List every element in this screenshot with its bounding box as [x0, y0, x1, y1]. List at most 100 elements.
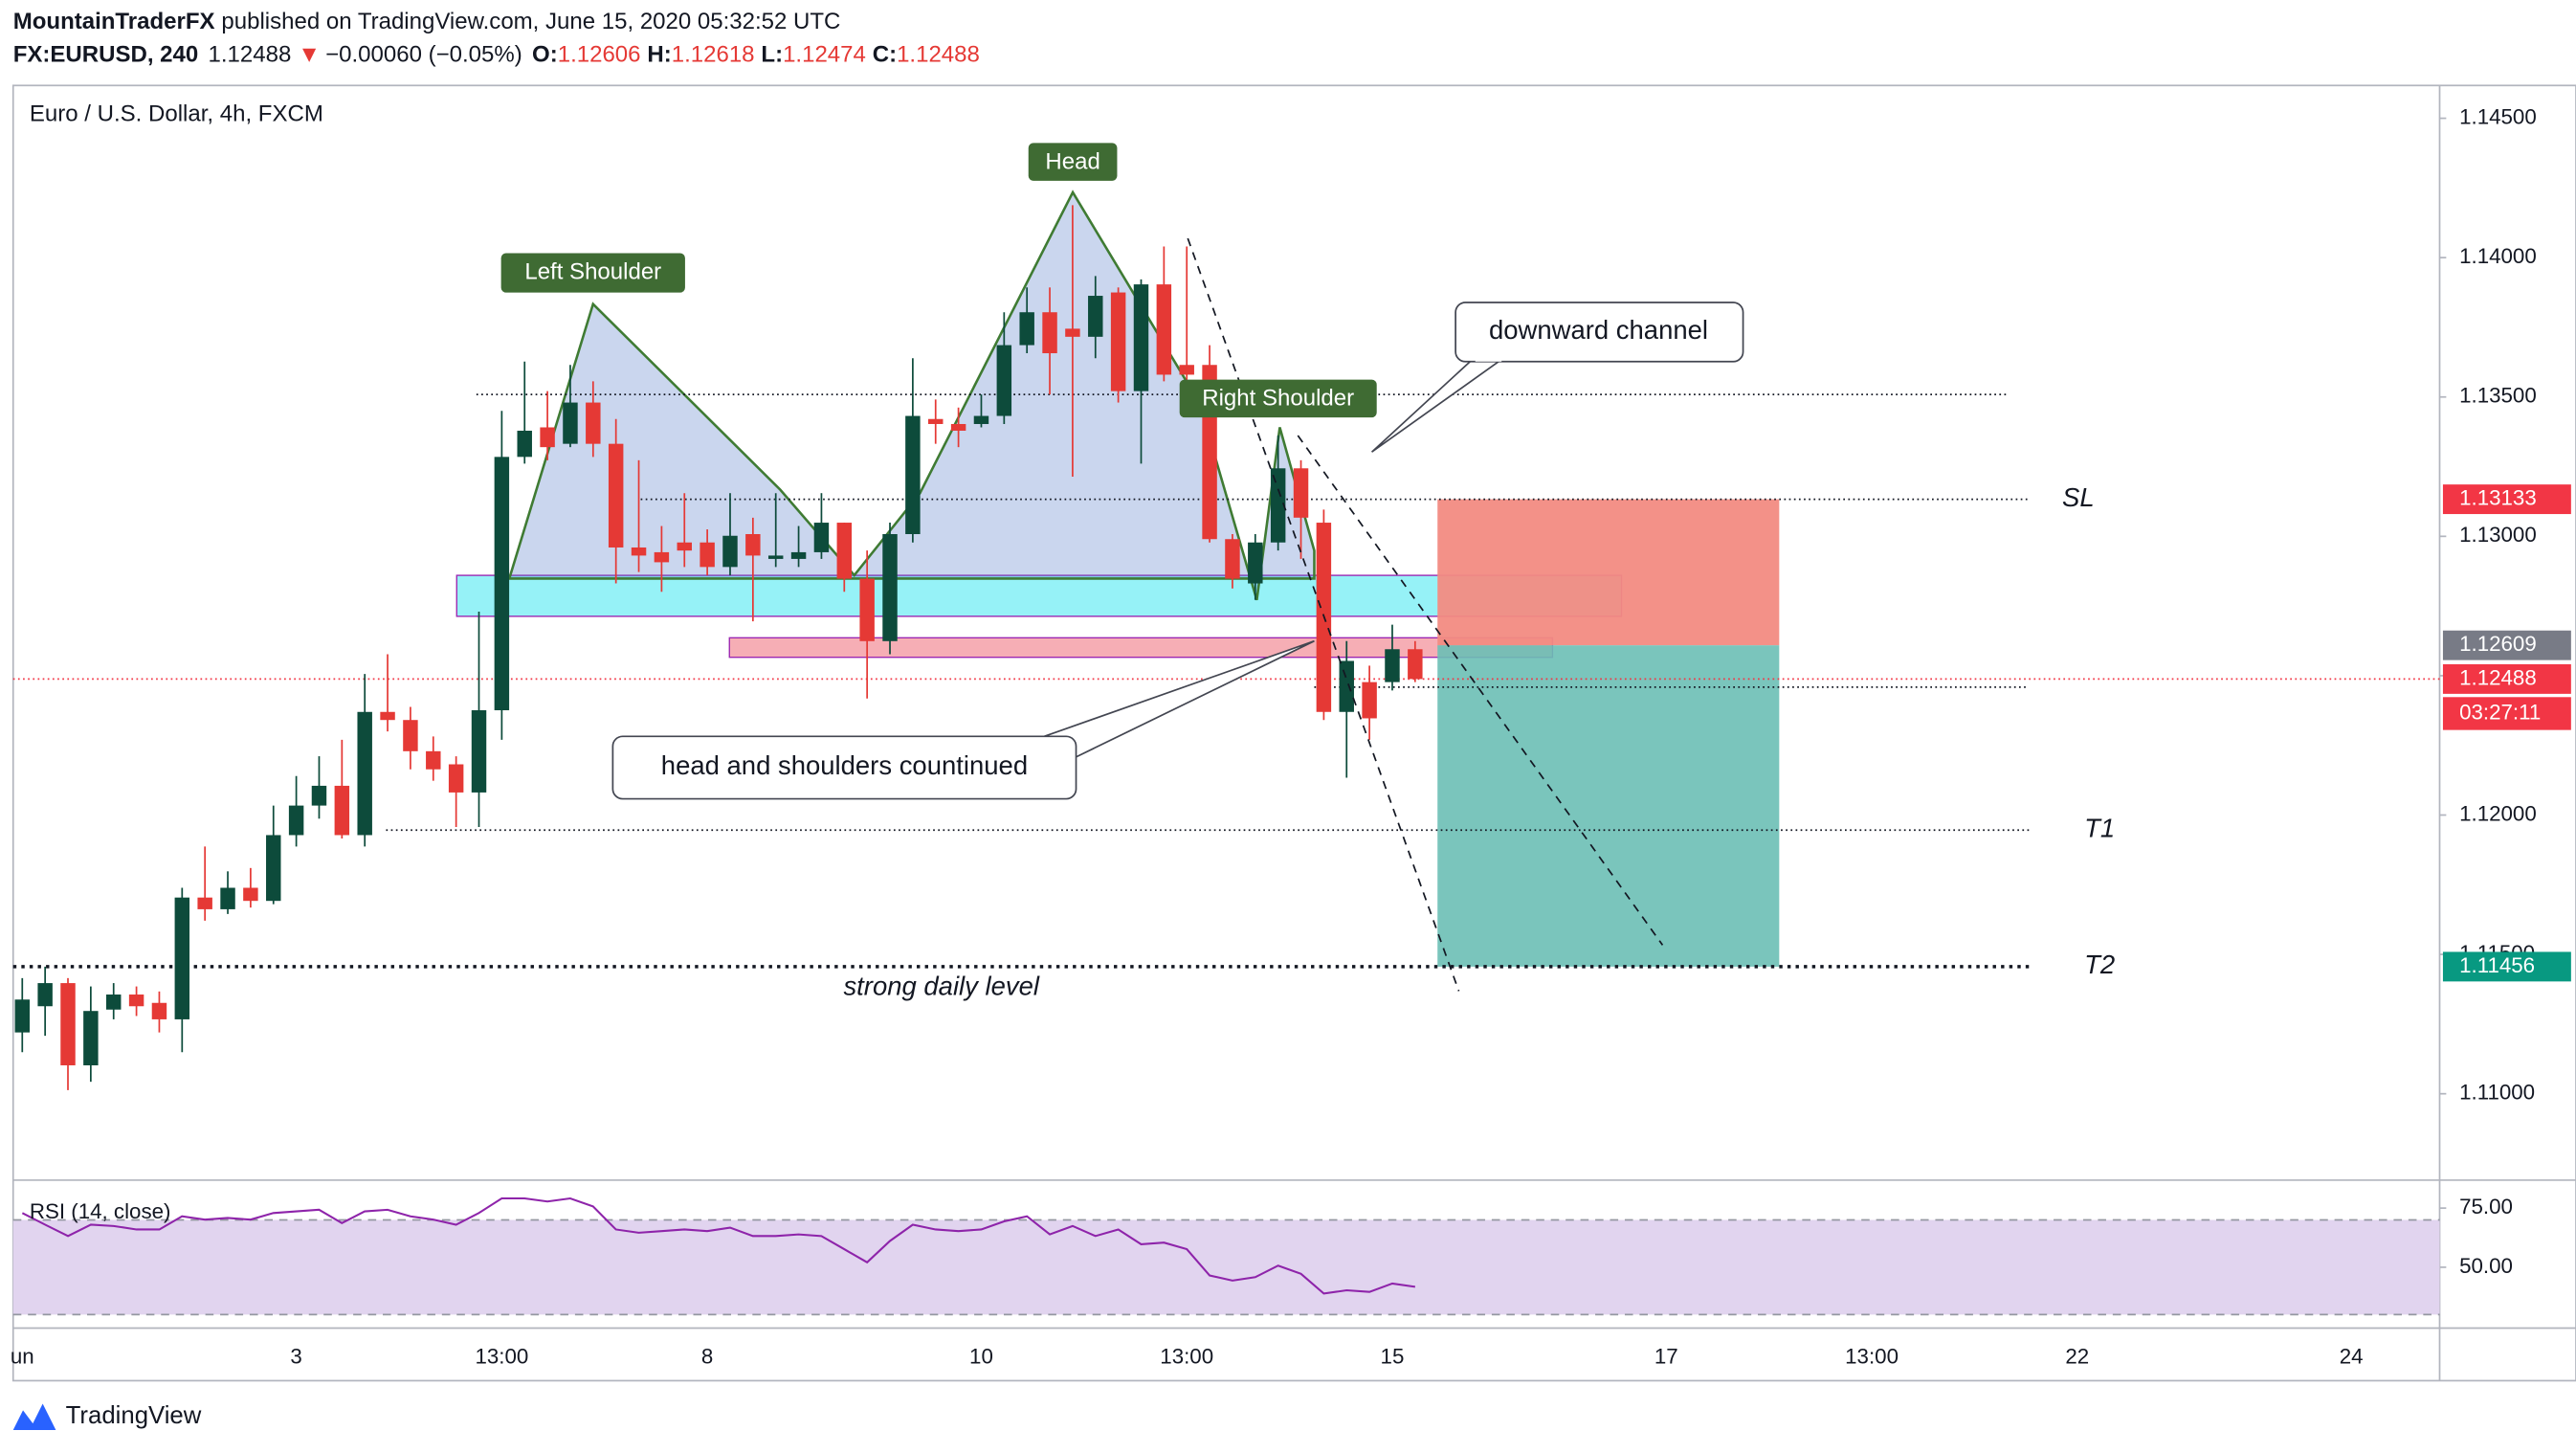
candle-body: [151, 1002, 167, 1019]
level-name: T2: [2084, 950, 2115, 979]
label-badge: [1028, 143, 1118, 181]
candle-body: [563, 402, 578, 444]
candle-body: [471, 710, 487, 793]
candle-body: [859, 578, 875, 641]
candle-body: [745, 533, 761, 556]
candle-body: [220, 887, 235, 909]
zone: [455, 574, 1623, 617]
level-name: T1: [2084, 813, 2115, 842]
quote-line: FX:EURUSD, 240 1.12488 ▼ −0.00060 (−0.05%) O…: [13, 42, 980, 68]
y-tick-label: 1.14000: [2459, 244, 2537, 268]
candle-body: [1156, 284, 1172, 375]
candle-body: [813, 523, 830, 552]
published: published on TradingView.com, June 15, 2…: [221, 9, 840, 34]
publish-line: MountainTraderFX published on TradingView…: [13, 9, 841, 34]
x-tick-label: 24: [2340, 1344, 2364, 1368]
head-label: Head: [1045, 148, 1099, 174]
candle-body: [1408, 649, 1423, 680]
x-tick-label: 13:00: [475, 1344, 528, 1368]
ohlc-value: 1.12474: [783, 42, 866, 68]
left-shoulder-label: Left Shoulder: [524, 258, 661, 284]
price-tag-label: 1.12488: [2459, 665, 2537, 689]
continued-callout: head and shoulders countinued: [661, 750, 1028, 780]
candle-body: [288, 805, 304, 836]
drawings-under: [12, 499, 2440, 1316]
candle-body: [586, 402, 601, 444]
y-tick-label: 1.12000: [2459, 801, 2537, 825]
countdown-tag: [2442, 697, 2571, 730]
symbol: FX:EURUSD, 240: [13, 42, 198, 68]
candle-body: [1385, 649, 1400, 682]
candle-body: [60, 983, 76, 1065]
x-tick-label: 3: [290, 1344, 301, 1368]
candle-body: [722, 535, 738, 568]
candle-body: [1293, 468, 1309, 518]
y-tick-label: 50.00: [2459, 1254, 2513, 1278]
change-arrow: ▼: [298, 42, 321, 68]
last-price: 1.12488: [209, 42, 292, 68]
candle-body: [631, 547, 647, 556]
candle-body: [1179, 365, 1194, 375]
series-title: Euro / U.S. Dollar, 4h, FXCM: [30, 101, 323, 127]
candle-body: [1362, 682, 1377, 719]
candle-body: [677, 542, 692, 551]
candle-body: [380, 711, 395, 721]
candle-body: [1065, 328, 1080, 337]
y-tick-label: 1.13500: [2459, 384, 2537, 408]
candle-body: [37, 983, 53, 1007]
candle-body: [1019, 312, 1034, 346]
ohlc-key: O:: [532, 42, 558, 68]
candle-body: [517, 430, 532, 458]
rsi-line: [21, 1196, 1416, 1295]
x-tick-label: 13:00: [1845, 1344, 1899, 1368]
ohlc-value: 1.12618: [672, 42, 755, 68]
callout-box: [611, 735, 1077, 800]
reward-area: [1437, 645, 1780, 967]
rsi-band: [12, 1219, 2440, 1315]
daily-level-label: strong daily level: [843, 971, 1039, 1000]
chart-frame: [11, 84, 2576, 1382]
candle-body: [197, 897, 212, 909]
price-tag: [2442, 951, 2571, 982]
candle-body: [334, 785, 350, 836]
price-tag: [2442, 663, 2571, 694]
x-tick-label: 22: [2065, 1344, 2089, 1368]
callout-box: [1455, 302, 1744, 363]
candle-body: [174, 897, 190, 1019]
candle-body: [950, 423, 966, 431]
x-tick-label: 13:00: [1160, 1344, 1213, 1368]
candle-body: [928, 418, 944, 424]
candle-body: [448, 764, 464, 793]
level-name: SL: [2062, 482, 2095, 512]
label-badge: [1179, 379, 1377, 418]
candle-body: [540, 427, 555, 448]
candle-body: [1248, 542, 1263, 584]
x-tick-label: 15: [1381, 1344, 1405, 1368]
candle-body: [654, 551, 670, 563]
candle-body: [14, 999, 31, 1033]
ohlc-key: L:: [761, 42, 783, 68]
risk-area: [1437, 499, 1780, 646]
candle-body: [767, 555, 784, 559]
candle-body: [494, 457, 510, 711]
ohlc-value: 1.12606: [558, 42, 641, 68]
x-tick-label: 8: [701, 1344, 713, 1368]
price-tag-label: 1.11456: [2459, 953, 2535, 977]
y-tick-label: 1.14500: [2459, 104, 2537, 128]
candle-body: [973, 415, 989, 424]
right-shoulder-label: Right Shoulder: [1202, 386, 1354, 412]
price-tag: [2442, 484, 2571, 515]
zone: [728, 637, 1554, 659]
candle-body: [1088, 296, 1103, 337]
candle-body: [128, 995, 144, 1007]
channel-line: [1297, 435, 1664, 946]
candle-body: [105, 995, 122, 1010]
change: −0.00060 (−0.05%): [325, 42, 522, 68]
ohlc-key: H:: [647, 42, 671, 68]
ohlc-value: 1.12488: [897, 42, 980, 68]
candle-body: [996, 345, 1012, 416]
candle-body: [905, 415, 921, 534]
x-tick-label: 10: [969, 1344, 993, 1368]
candle-body: [266, 835, 281, 902]
